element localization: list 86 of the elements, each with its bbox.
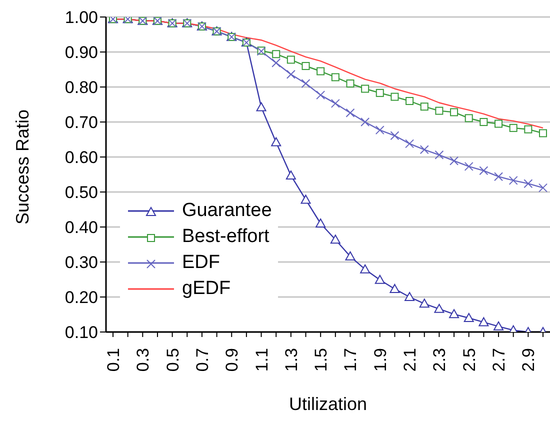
point (316, 67, 325, 76)
point (524, 179, 533, 188)
point (449, 309, 460, 318)
point (420, 102, 428, 111)
point (405, 139, 414, 148)
point (390, 131, 400, 140)
point (302, 62, 310, 70)
point (375, 126, 384, 135)
x-tick-label: 1.9 (370, 348, 390, 372)
legend-label: Best-effort (182, 226, 270, 248)
point (316, 218, 326, 228)
point (406, 97, 414, 105)
point (345, 251, 356, 260)
point (301, 79, 310, 88)
x-tick-label: 1.7 (341, 348, 360, 372)
x-tick-label: 2.7 (490, 348, 509, 372)
legend-label: Guarantee (182, 200, 272, 222)
y-tick-label: 1.00 (64, 8, 98, 28)
point (494, 172, 504, 182)
point (360, 264, 370, 274)
legend-label: gEDF (182, 278, 231, 300)
x-tick-label: 1.1 (252, 348, 272, 372)
x-tick-label: 2.5 (460, 348, 479, 372)
point (361, 84, 370, 93)
point (404, 292, 415, 301)
point (450, 108, 458, 116)
y-tick-label: 0.20 (64, 288, 98, 308)
point (256, 102, 266, 112)
point (272, 50, 280, 58)
point (376, 88, 384, 97)
point (434, 304, 444, 313)
point (420, 145, 429, 154)
point (286, 70, 296, 79)
y-tick-label: 0.90 (64, 43, 98, 62)
x-tick-label: 0.5 (163, 348, 182, 372)
x-tick-label: 0.1 (104, 348, 123, 372)
point (539, 129, 547, 138)
y-tick-label: 0.10 (64, 323, 98, 342)
point (464, 313, 474, 322)
x-tick-label: 2.1 (400, 348, 420, 372)
point (508, 176, 518, 185)
point (494, 321, 504, 330)
y-tick-label: 0.40 (64, 218, 98, 238)
point (390, 92, 399, 101)
point (300, 194, 311, 204)
x-axis-title: Utilization (288, 394, 368, 414)
point (450, 156, 459, 166)
y-axis-title: Success Ratio (12, 109, 32, 224)
point (524, 125, 532, 134)
x-tick-label: 0.3 (134, 348, 153, 372)
point (464, 114, 473, 122)
x-tick-label: 0.7 (192, 348, 212, 372)
point (494, 120, 503, 128)
point (419, 298, 430, 308)
point (479, 166, 488, 176)
point (316, 90, 326, 100)
point (480, 118, 488, 126)
point (286, 170, 296, 180)
x-tick-label: 1.5 (312, 348, 331, 372)
y-tick-label: 0.80 (64, 78, 98, 98)
x-tick-label: 1.3 (282, 348, 301, 372)
point (346, 80, 354, 88)
x-tick-label: 2.9 (519, 348, 538, 372)
point (360, 118, 370, 126)
y-tick-label: 0.60 (64, 148, 98, 168)
point (434, 150, 444, 160)
point (346, 108, 355, 118)
point (538, 183, 548, 192)
x-tick-label: 2.3 (430, 348, 450, 372)
y-tick-label: 0.30 (64, 253, 98, 272)
point (374, 274, 385, 284)
point (272, 58, 281, 68)
point (331, 73, 340, 82)
y-tick-label: 0.50 (64, 183, 98, 202)
point (330, 98, 340, 108)
point (478, 317, 489, 326)
point (435, 106, 444, 115)
legend-label: EDF (182, 252, 220, 274)
point (271, 137, 282, 146)
x-tick-label: 0.9 (222, 348, 242, 372)
point (509, 124, 518, 132)
point (330, 234, 340, 244)
y-tick-label: 0.70 (64, 113, 98, 132)
point (286, 56, 295, 64)
point (464, 162, 474, 171)
point (390, 284, 400, 293)
